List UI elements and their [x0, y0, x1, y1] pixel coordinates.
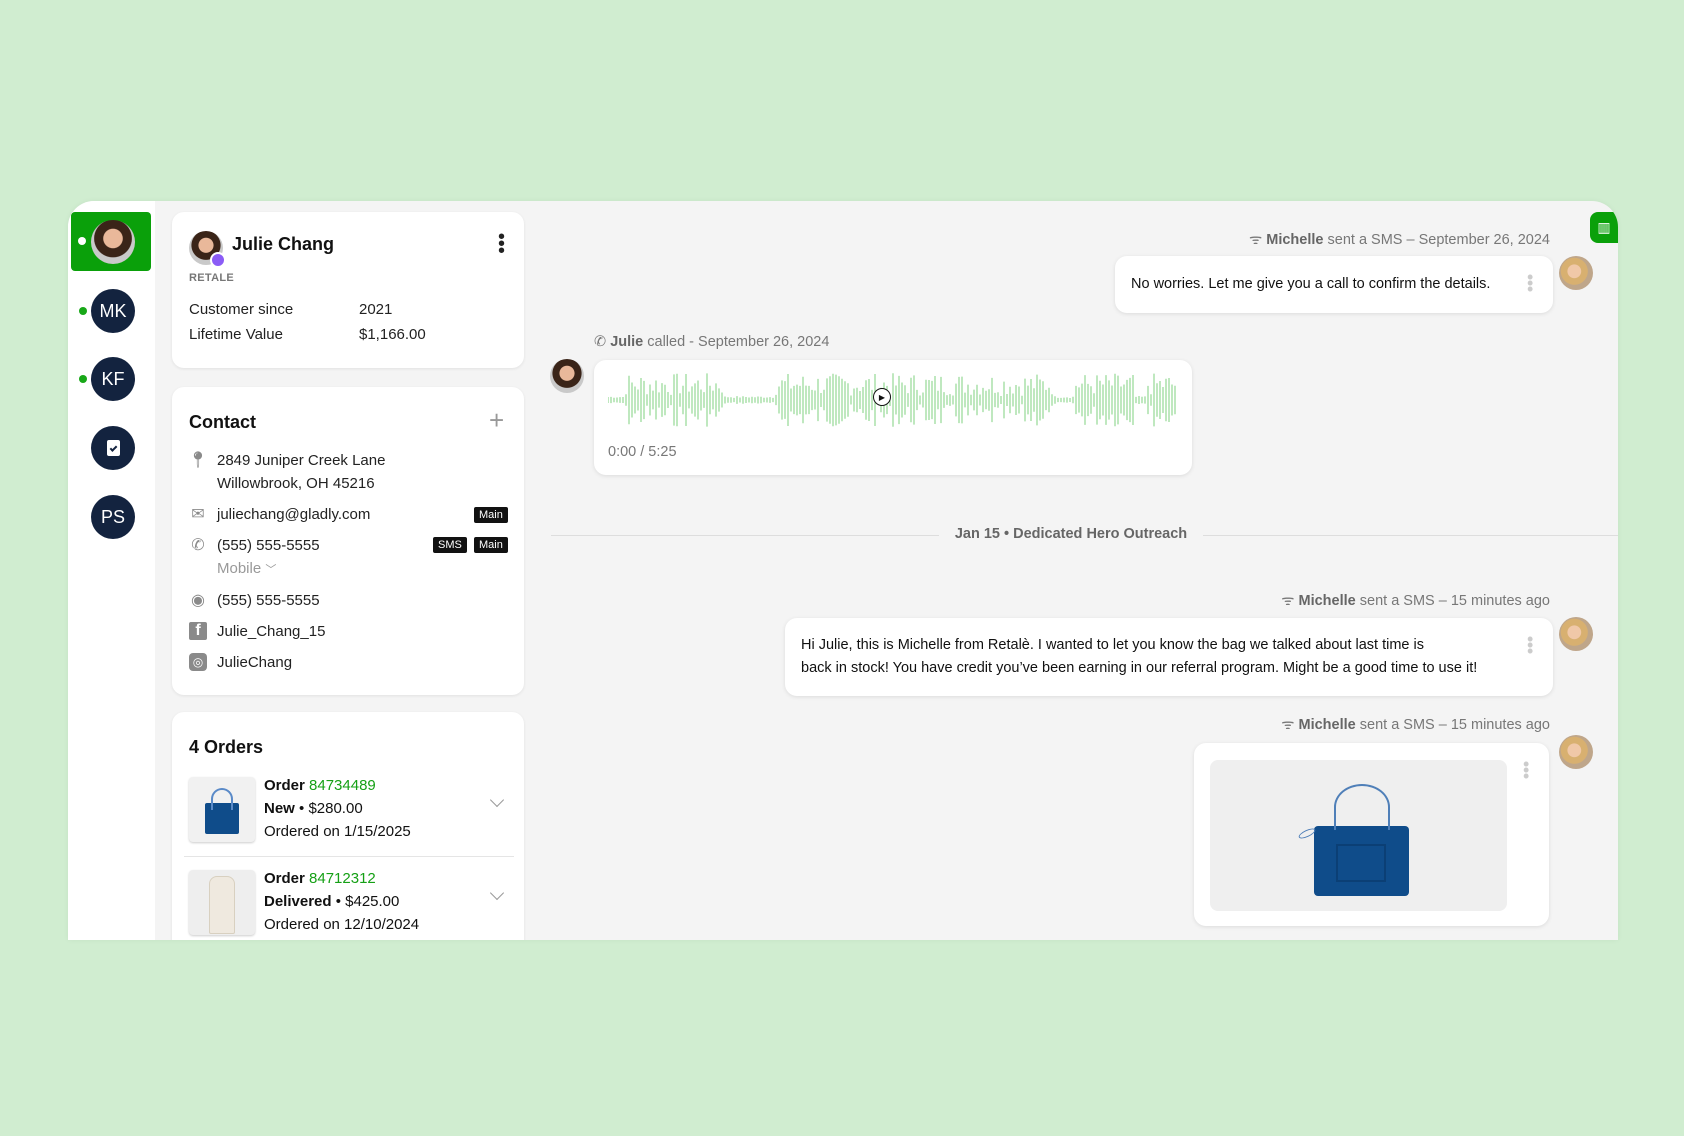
message-options-icon[interactable]: • • •	[1523, 754, 1530, 786]
message-options-icon[interactable]: • • •	[1527, 629, 1534, 661]
instagram-value[interactable]: JulieChang	[217, 654, 293, 671]
play-button-icon[interactable]: ▶	[873, 388, 891, 406]
message-text: No worries. Let me give you a call to co…	[1131, 276, 1491, 292]
customer-since-label: Customer since	[189, 301, 294, 318]
clipboard-check-icon	[106, 440, 120, 456]
orders-title: 4 Orders	[189, 737, 264, 757]
chevron-down-icon: ﹀	[265, 564, 277, 576]
status-dot	[79, 307, 87, 315]
order-price: $280.00	[308, 800, 363, 817]
orders-card: 4 Orders Order 84734489 New • $280.00 Or…	[172, 712, 524, 940]
order-price: $425.00	[345, 893, 400, 910]
divider	[184, 856, 514, 857]
message-meta: ᯤ Michelle sent a SMS – September 26, 20…	[1248, 232, 1550, 248]
audio-time: 0:00 / 5:25	[608, 444, 677, 460]
sms-icon: ᯤ	[1248, 232, 1263, 248]
lifetime-value-value: $1,166.00	[359, 326, 426, 343]
agent-avatar	[1559, 735, 1593, 769]
section-divider-label: Jan 15 • Dedicated Hero Outreach	[68, 526, 1618, 542]
agent-avatar	[1559, 617, 1593, 651]
order-status: Delivered	[264, 893, 332, 910]
order-number-link[interactable]: 84712312	[309, 870, 376, 887]
status-dot	[78, 237, 86, 245]
phone-sms-tag: SMS	[433, 537, 467, 553]
sms-image-bubble: • • •	[1194, 743, 1549, 926]
avatar-kf[interactable]: KF	[91, 357, 135, 401]
phone-type-dropdown[interactable]: Mobile ﹀	[217, 560, 276, 577]
sms-icon: ᯤ	[1281, 717, 1295, 733]
avatar-ps[interactable]: PS	[91, 495, 135, 539]
active-conversation-tile[interactable]	[71, 212, 151, 271]
conversation-rail: MK KF PS	[68, 201, 155, 940]
product-image-blue-handbag[interactable]	[1210, 760, 1507, 911]
lifetime-value-label: Lifetime Value	[189, 326, 283, 343]
email-icon: ✉	[191, 506, 205, 523]
whatsapp-icon: ◉	[191, 592, 205, 609]
order-row-2[interactable]: Order 84712312 Delivered • $425.00 Order…	[264, 867, 419, 936]
avatar-mk[interactable]: MK	[91, 289, 135, 333]
profile-card: Julie Chang • • • RETALE Customer since 20…	[172, 212, 524, 368]
status-dot	[79, 375, 87, 383]
whatsapp-value[interactable]: (555) 555-5555	[217, 592, 320, 609]
email-main-tag: Main	[474, 507, 508, 523]
order-thumbnail-bag	[189, 777, 255, 842]
order-date: Ordered on 12/10/2024	[264, 916, 420, 933]
customer-name: Julie Chang	[232, 234, 335, 254]
facebook-icon: f	[189, 622, 207, 640]
expand-order-chevron-icon[interactable]	[489, 885, 505, 901]
order-date: Ordered on 1/15/2025	[264, 823, 411, 840]
expand-order-chevron-icon[interactable]	[489, 792, 505, 808]
customer-since-value: 2021	[359, 301, 393, 318]
app-window: MK KF PS Julie Chang • • • RETALE Customer…	[68, 201, 1618, 940]
avatar-julie	[91, 220, 135, 264]
phone-icon: ✆	[191, 537, 205, 554]
order-label: Order	[264, 777, 305, 794]
message-meta: ᯤ Michelle sent a SMS – 15 minutes ago	[1281, 717, 1550, 733]
message-options-icon[interactable]: • • •	[1527, 267, 1534, 299]
knowledge-base-book-icon[interactable]: ▥	[1590, 212, 1618, 243]
tasks-button[interactable]	[91, 426, 135, 470]
order-number-link[interactable]: 84734489	[309, 777, 376, 794]
company-label: RETALE	[189, 272, 234, 284]
sms-bubble: No worries. Let me give you a call to co…	[1115, 256, 1553, 313]
call-meta: ✆ Julie called - September 26, 2024	[594, 334, 830, 350]
message-text: Hi Julie, this is Michelle from Retalè. …	[801, 637, 1424, 653]
customer-avatar	[550, 359, 584, 393]
order-row-1[interactable]: Order 84734489 New • $280.00 Ordered on …	[264, 774, 411, 843]
instagram-icon: ◎	[189, 653, 207, 671]
contact-card: Contact + 📍︎ 2849 Juniper Creek Lane Wil…	[172, 387, 524, 695]
order-thumbnail-dress	[189, 870, 255, 935]
phone-value[interactable]: (555) 555-5555	[217, 537, 320, 554]
order-status: New	[264, 800, 295, 817]
agent-avatar	[1559, 256, 1593, 290]
contact-title: Contact	[189, 412, 256, 432]
phone-main-tag: Main	[474, 537, 508, 553]
phone-call-icon: ✆	[594, 334, 607, 350]
add-contact-icon[interactable]: +	[489, 405, 505, 435]
email-value[interactable]: juliechang@gladly.com	[217, 506, 371, 523]
phone-type-label: Mobile	[217, 560, 262, 577]
audio-waveform[interactable]	[608, 372, 1178, 428]
message-text: back in stock! You have credit you’ve be…	[801, 660, 1478, 676]
message-meta: ᯤ Michelle sent a SMS – 15 minutes ago	[1281, 593, 1550, 609]
sms-bubble: Hi Julie, this is Michelle from Retalè. …	[785, 618, 1553, 696]
address-line2: Willowbrook, OH 45216	[217, 475, 375, 492]
facebook-value[interactable]: Julie_Chang_15	[217, 623, 326, 640]
sms-icon: ᯤ	[1281, 593, 1295, 609]
call-recording-card: ▶ 0:00 / 5:25	[594, 360, 1192, 475]
location-pin-icon: 📍︎	[187, 452, 209, 469]
more-options-icon[interactable]: • • •	[498, 226, 506, 262]
order-label: Order	[264, 870, 305, 887]
link-badge-icon	[210, 252, 226, 268]
address-line1: 2849 Juniper Creek Lane	[217, 452, 386, 469]
